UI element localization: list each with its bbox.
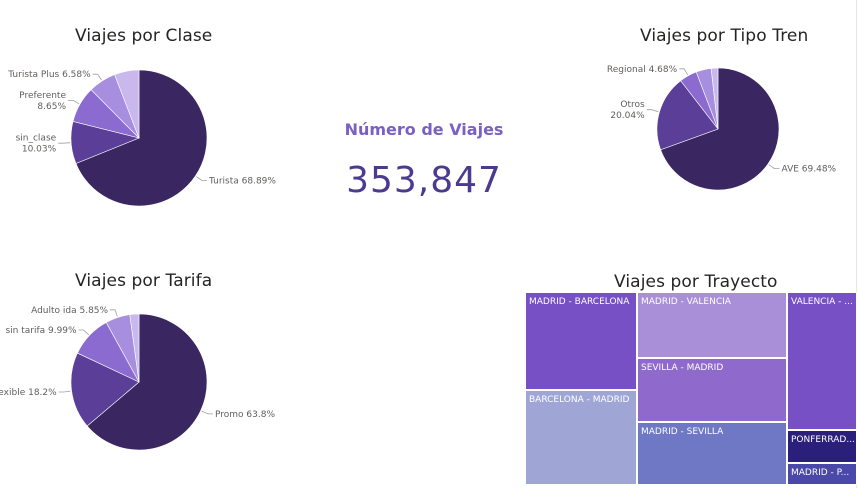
treemap-cell-5[interactable]: VALENCIA - ... (787, 292, 857, 430)
treemap-cell-label-4: MADRID - SEVILLA (641, 427, 724, 437)
treemap-cell-label-7: MADRID - P... (791, 468, 850, 478)
treemap-cell-label-3: SEVILLA - MADRID (641, 363, 724, 373)
pie-tarifa-leader-1 (58, 390, 71, 393)
pie-clase-label-0: Turista 68.89% (208, 177, 276, 187)
pie-tarifa-leader-2 (78, 329, 89, 336)
pie-tren-leader-1 (646, 109, 659, 113)
treemap-trayecto[interactable]: MADRID - BARCELONA BARCELONA - MADRID MADR… (525, 292, 857, 485)
pie-tren-label-0: AVE 69.48% (782, 165, 837, 175)
pie-tarifa-slice-flexible[interactable] (70, 352, 140, 427)
pie-clase-title: Viajes por Clase (75, 26, 213, 46)
pie-tarifa-label-3: Adulto ida 5.85% (31, 306, 108, 316)
pie-tarifa[interactable]: Promo 63.8% Flexible 18.2% sin tarifa 9.99… (0, 306, 275, 451)
pie-tarifa-title: Viajes por Tarifa (75, 271, 213, 291)
pie-tren-title: Viajes por Tipo Tren (640, 26, 809, 46)
treemap-cell-label-5: VALENCIA - ... (791, 297, 853, 307)
pie-clase-leader-2 (68, 100, 80, 105)
page-edge-divider (856, 0, 857, 488)
pie-tarifa-label-0: Promo 63.8% (215, 410, 275, 420)
pie-tren-label-2: Regional 4.68% (607, 65, 678, 75)
pie-tarifa-leader-3 (110, 309, 118, 317)
pie-clase-leader-0 (195, 176, 207, 181)
pie-tarifa-leader-0 (201, 410, 213, 415)
treemap-cell-label-6: PONFERRAD... (791, 435, 855, 445)
pie-tren-leader-2 (679, 68, 689, 76)
pie-tarifa-slice-other-4[interactable] (129, 313, 140, 383)
treemap-trayecto-title: Viajes por Trayecto (614, 272, 778, 292)
pie-tren-slice-ave[interactable] (660, 67, 780, 191)
pie-tren-label-1-0: Otros (620, 100, 645, 110)
pie-clase-label-1-1: 10.03% (22, 145, 57, 155)
pie-tarifa-label-1: Flexible 18.2% (0, 388, 57, 398)
treemap-cell-label-2: MADRID - VALENCIA (641, 297, 731, 307)
pie-clase-leader-3 (92, 73, 102, 81)
treemap-cell-label-0: MADRID - BARCELONA (529, 297, 630, 307)
pie-tren-leader-0 (768, 164, 780, 170)
pie-clase-label-1-0: sin_clase (16, 134, 57, 144)
treemap-cell-4[interactable]: MADRID - SEVILLA (637, 422, 787, 485)
pie-clase-label-2-0: Preferente (19, 91, 66, 101)
pie-tren-slice-other-4[interactable] (710, 67, 719, 130)
pie-tren-label-1-1: 20.04% (610, 111, 645, 121)
treemap-cell-2[interactable]: MADRID - VALENCIA (637, 292, 787, 358)
pie-clase-leader-1 (58, 142, 71, 144)
treemap-cell-0[interactable]: MADRID - BARCELONA (525, 292, 637, 390)
treemap-cell-label-1: BARCELONA - MADRID (529, 395, 630, 405)
treemap-cell-6[interactable]: PONFERRAD... (787, 430, 857, 463)
treemap-cell-1[interactable]: BARCELONA - MADRID (525, 390, 637, 485)
pie-clase-slice-turista[interactable] (75, 69, 208, 207)
pie-tarifa-slice-promo[interactable] (86, 313, 208, 451)
pie-tarifa-label-2: sin tarifa 9.99% (5, 326, 77, 336)
treemap-cell-3[interactable]: SEVILLA - MADRID (637, 358, 787, 422)
pie-clase-slice-other-4[interactable] (114, 69, 140, 139)
treemap-cell-7[interactable]: MADRID - P... (787, 463, 857, 485)
kpi-label: Número de Viajes (344, 120, 504, 139)
pie-tren-slice-otros[interactable] (656, 80, 719, 151)
pie-clase-label-2-1: 8.65% (37, 102, 66, 112)
pie-clase-label-3: Turista Plus 6.58% (7, 70, 91, 80)
kpi-value: 353,847 (346, 160, 502, 201)
